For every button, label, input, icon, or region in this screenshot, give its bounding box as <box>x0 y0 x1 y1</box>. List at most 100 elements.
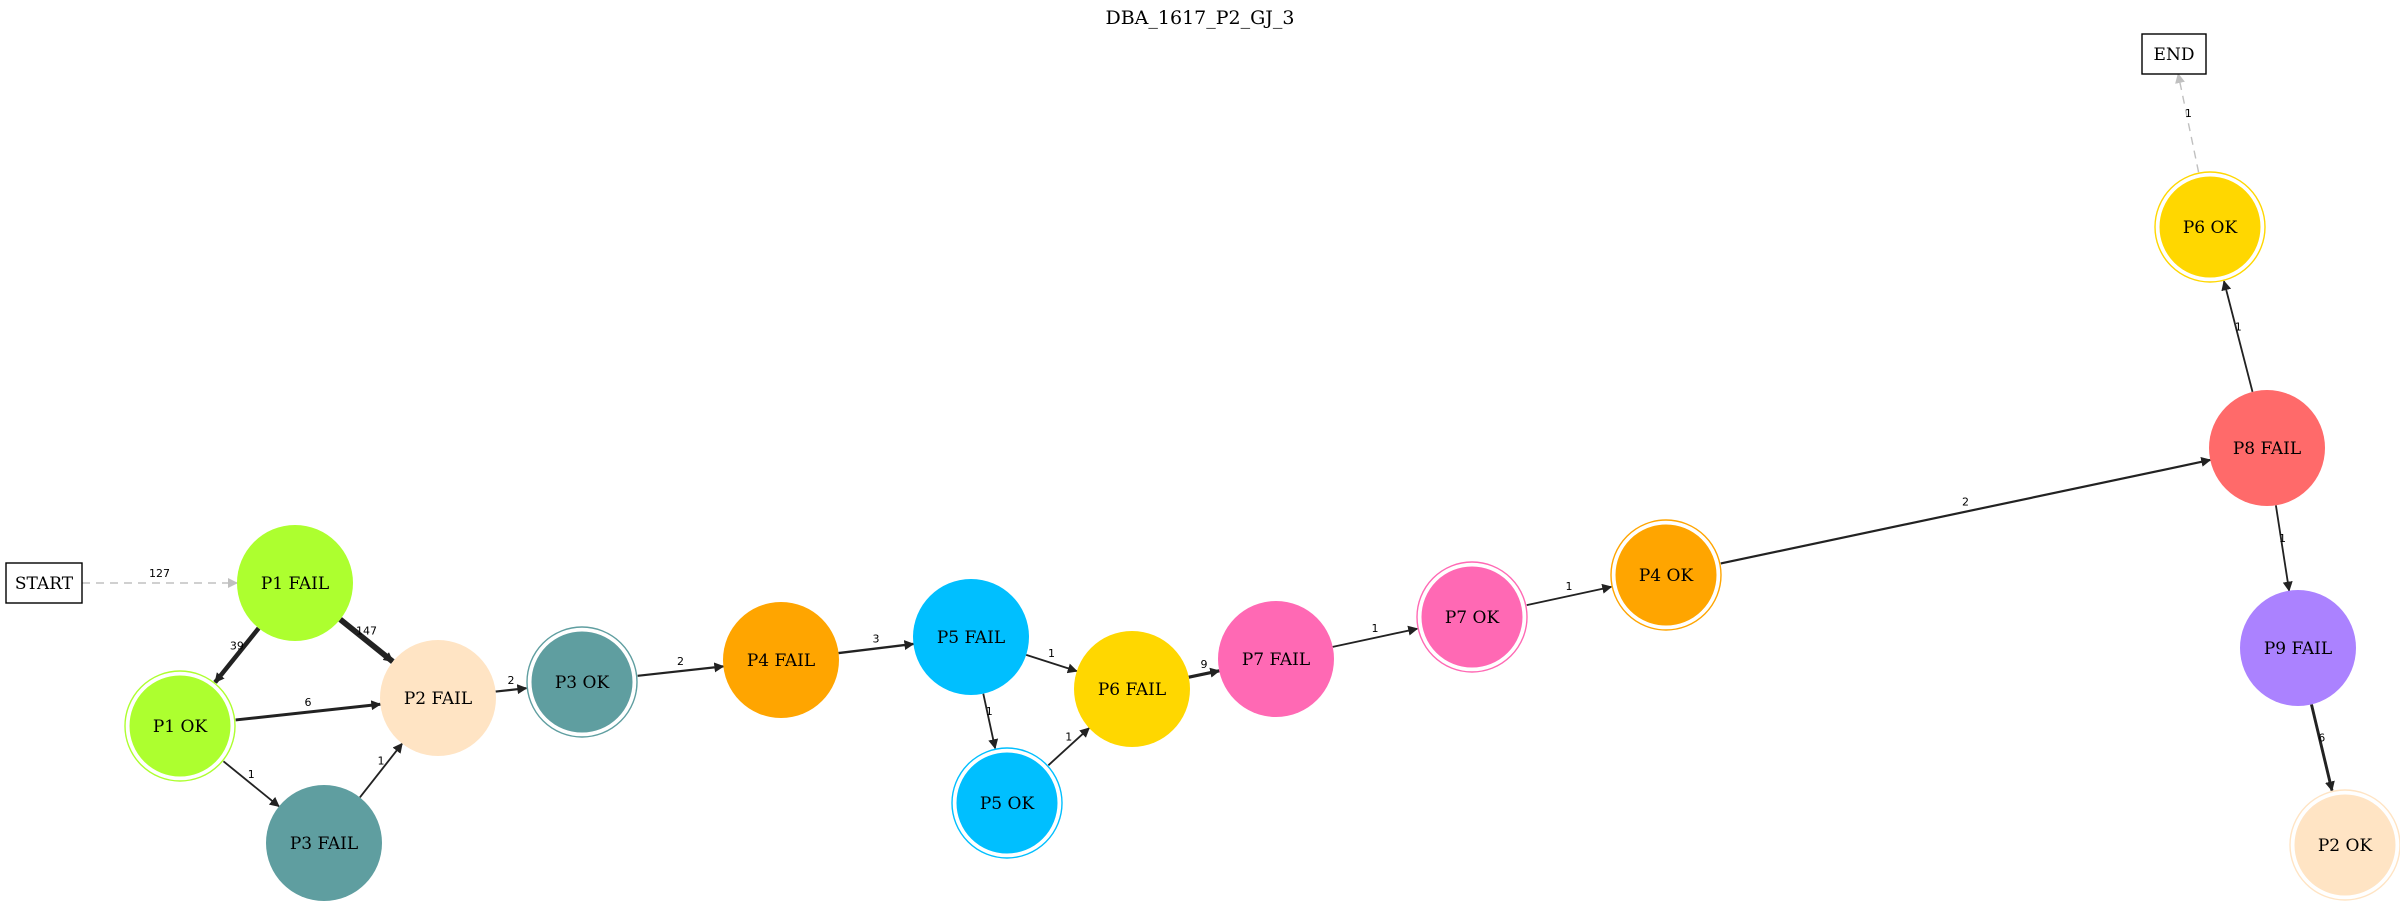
node-outer-ring <box>124 670 236 782</box>
node-start: START <box>5 562 83 604</box>
edge-count-label: 1 <box>1048 647 1055 660</box>
edge-p3fail-to-p2fail: 1 <box>359 742 403 798</box>
edge-p5ok-to-p6fail: 1 <box>1047 727 1090 766</box>
node-circle <box>1615 524 1717 626</box>
node-label: P2 OK <box>2318 836 2373 856</box>
node-label: P6 FAIL <box>1098 680 1166 700</box>
node-label: P2 FAIL <box>404 689 472 709</box>
node-p6ok: P6 OK <box>2154 171 2266 283</box>
edge-line <box>637 662 725 677</box>
edge-count-label: 1 <box>2235 321 2242 334</box>
edge-line <box>1332 625 1419 648</box>
node-circle <box>1421 566 1523 668</box>
edge-p1fail-to-p2fail: 147 <box>338 617 395 664</box>
edge-line <box>1047 727 1090 766</box>
edge-p8fail-to-p6ok: 1 <box>2221 280 2254 393</box>
node-p9fail: P9 FAIL <box>2240 590 2356 706</box>
edge-count-label: 127 <box>149 567 170 580</box>
node-label: P3 FAIL <box>290 834 358 854</box>
node-circle <box>1218 601 1334 717</box>
edge-count-label: 39 <box>230 639 244 652</box>
edge-line <box>213 626 261 684</box>
edge-count-label: 2 <box>1962 496 1969 509</box>
edge-p6fail-to-p7fail: 9 <box>1188 658 1221 679</box>
edge-line <box>838 640 915 655</box>
edge-p1fail-to-p1ok: 39 <box>213 626 261 684</box>
node-label: P5 FAIL <box>937 628 1005 648</box>
edge-start-to-p1fail: 127 <box>82 567 238 588</box>
node-p4ok: P4 OK <box>1610 519 1722 631</box>
edge-count-label: 2 <box>507 674 514 687</box>
node-p6fail: P6 FAIL <box>1074 631 1190 747</box>
node-label: P1 FAIL <box>261 574 329 594</box>
node-box <box>2141 33 2207 75</box>
node-box <box>5 562 83 604</box>
edge-p6ok-to-end: 1 <box>2175 73 2200 173</box>
edge-line <box>2175 73 2200 173</box>
node-label: START <box>15 574 74 594</box>
node-p3fail: P3 FAIL <box>266 785 382 901</box>
edge-line <box>1025 653 1078 674</box>
edge-line <box>338 617 395 664</box>
node-circle <box>531 631 633 733</box>
node-label: P6 OK <box>2183 218 2238 238</box>
edge-line <box>1188 667 1221 679</box>
node-circle <box>1074 631 1190 747</box>
node-p4fail: P4 FAIL <box>723 602 839 718</box>
edge-p7fail-to-p7ok: 1 <box>1332 622 1419 648</box>
node-label: P4 OK <box>1639 566 1694 586</box>
node-p3ok: P3 OK <box>526 626 638 738</box>
node-circle <box>2209 390 2325 506</box>
edge-p4ok-to-p8fail: 2 <box>1720 456 2212 565</box>
node-circle <box>2294 794 2396 896</box>
node-p7ok: P7 OK <box>1416 561 1528 673</box>
edge-line <box>2221 280 2254 393</box>
edge-count-label: 6 <box>2318 731 2325 744</box>
node-p7fail: P7 FAIL <box>1218 601 1334 717</box>
edge-count-label: 1 <box>248 768 255 781</box>
edge-line <box>235 700 382 722</box>
node-end: END <box>2141 33 2207 75</box>
node-label: P7 FAIL <box>1242 650 1310 670</box>
node-circle <box>956 752 1058 854</box>
edge-line <box>359 742 403 798</box>
edge-count-label: 6 <box>305 696 312 709</box>
edge-count-label: 3 <box>873 633 880 646</box>
node-outer-ring <box>951 747 1063 859</box>
edge-p2fail-to-p3ok: 2 <box>495 674 528 695</box>
node-outer-ring <box>2154 171 2266 283</box>
node-label: P1 OK <box>153 717 208 737</box>
node-outer-ring <box>1416 561 1528 673</box>
node-outer-ring <box>1610 519 1722 631</box>
edge-count-label: 1 <box>1371 622 1378 635</box>
node-circle <box>237 525 353 641</box>
edge-count-label: 1 <box>2279 532 2286 545</box>
edge-p8fail-to-p9fail: 1 <box>2274 505 2293 592</box>
edge-line <box>222 760 280 808</box>
node-label: P4 FAIL <box>747 651 815 671</box>
node-label: P7 OK <box>1445 608 1500 628</box>
node-p5fail: P5 FAIL <box>913 579 1029 695</box>
nodes-layer: START END P1 FAIL P1 OK P2 FAIL P3 FAIL P3 OK P… <box>5 33 2400 901</box>
edge-line <box>495 684 528 695</box>
edge-p1ok-to-p3fail: 1 <box>222 760 280 808</box>
edge-count-label: 1 <box>2185 107 2192 120</box>
node-label: P3 OK <box>555 673 610 693</box>
node-p1ok: P1 OK <box>124 670 236 782</box>
node-label: P9 FAIL <box>2264 639 2332 659</box>
edge-p9fail-to-p2ok: 6 <box>2310 704 2335 792</box>
node-label: P8 FAIL <box>2233 439 2301 459</box>
node-label: P5 OK <box>980 794 1035 814</box>
edge-count-label: 1 <box>1566 580 1573 593</box>
node-p1fail: P1 FAIL <box>237 525 353 641</box>
edge-p5fail-to-p6fail: 1 <box>1025 647 1078 674</box>
edge-count-label: 9 <box>1201 658 1208 671</box>
diagram-title: DBA_1617_P2_GJ_3 <box>1105 7 1294 29</box>
node-p2ok: P2 OK <box>2289 789 2400 901</box>
edge-line <box>1720 456 2212 565</box>
edge-count-label: 2 <box>677 655 684 668</box>
edge-count-label: 147 <box>356 625 377 638</box>
edge-p3ok-to-p4fail: 2 <box>637 655 725 677</box>
edge-count-label: 1 <box>1065 731 1072 744</box>
